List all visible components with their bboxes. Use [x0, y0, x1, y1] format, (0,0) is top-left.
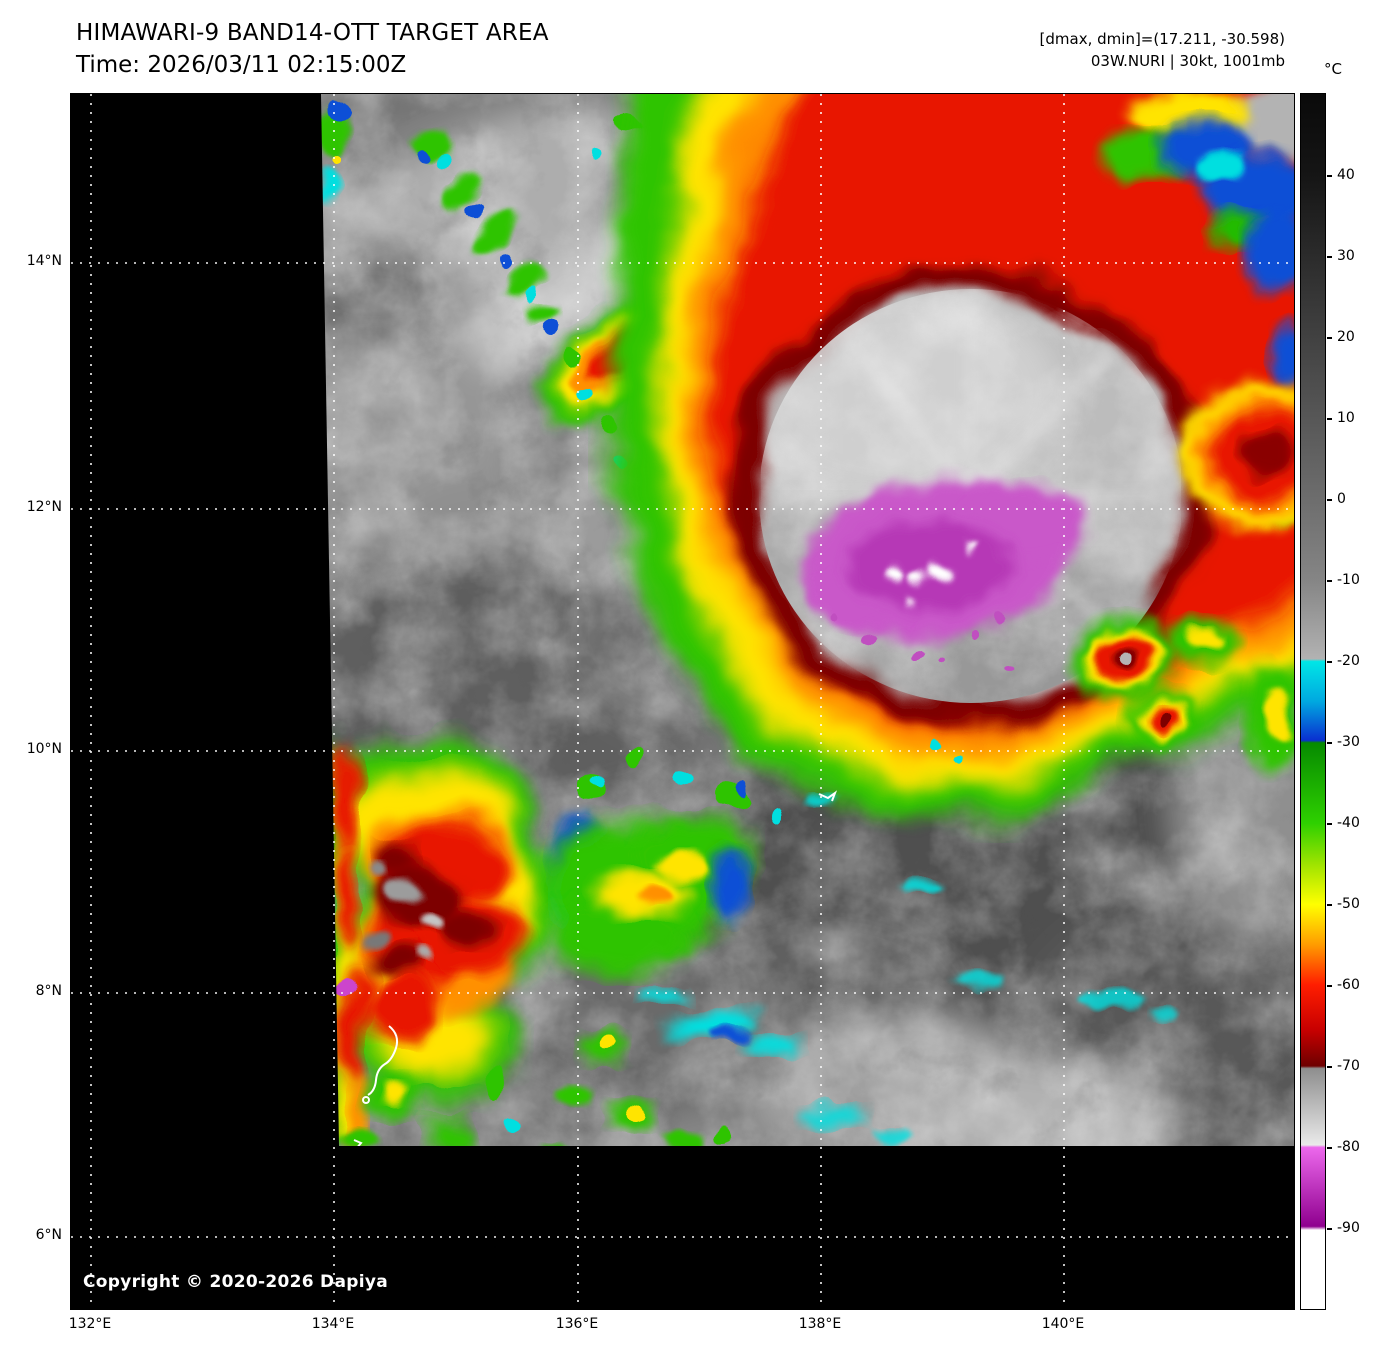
- x-tick-label-134e: 134°E: [311, 1316, 355, 1332]
- y-tick-label-14n: 14°N: [26, 253, 62, 269]
- tick-mark: [1327, 904, 1332, 907]
- sw-convection: [309, 730, 564, 1152]
- copyright-label: Copyright © 2020-2026 Dapiya: [83, 1272, 388, 1292]
- overshooting-tops: [801, 479, 1086, 673]
- tick-mark: [1327, 661, 1332, 664]
- x-tick-label-138e: 138°E: [798, 1316, 842, 1332]
- colorbar-tick-m50: -50: [1327, 896, 1360, 912]
- tick-mark: [1327, 580, 1332, 582]
- colorbar-tick-20: 20: [1327, 329, 1355, 345]
- colorbar-tick-40: 40: [1327, 167, 1355, 183]
- tick-mark: [1327, 741, 1332, 744]
- colorbar-tick-m40: -40: [1327, 815, 1360, 831]
- tick-mark: [1327, 418, 1332, 421]
- tick-mark: [1327, 1066, 1332, 1068]
- colorbar-tick-0: 0: [1327, 491, 1346, 507]
- x-tick-label-132e: 132°E: [68, 1316, 112, 1332]
- colorbar-tick-m10: -10: [1327, 572, 1360, 588]
- satellite-image: [71, 94, 1294, 1309]
- timestamp: Time: 2026/03/11 02:15:00Z: [76, 52, 407, 78]
- x-tick-label-140e: 140°E: [1041, 1316, 1085, 1332]
- colorbar-tick-m30: -30: [1327, 734, 1360, 750]
- tick-mark: [1327, 337, 1332, 339]
- x-tick-label-136e: 136°E: [555, 1316, 599, 1332]
- graticule: [71, 94, 1294, 1309]
- colorbar-tick-m20: -20: [1327, 653, 1360, 669]
- storm-info: 03W.NURI | 30kt, 1001mb: [1090, 52, 1285, 70]
- dmax-dmin-readout: [dmax, dmin]=(17.211, -30.598): [1039, 30, 1285, 48]
- colorbar: 40 30 20 10 0 -10 -20 -30 -40 -50 -60 -7…: [1300, 93, 1360, 1310]
- no-data-mask: [71, 94, 1294, 1309]
- tick-mark: [1327, 984, 1332, 987]
- colorbar-unit-label: °C: [1324, 60, 1342, 78]
- colorbar-tick-m90: -90: [1327, 1220, 1360, 1236]
- tick-mark: [1327, 823, 1332, 825]
- tick-mark: [1327, 255, 1332, 258]
- colorbar-gradient: [1301, 94, 1325, 1309]
- colorbar-tick-m80: -80: [1327, 1139, 1360, 1155]
- satellite-map: Copyright © 2020-2026 Dapiya: [70, 93, 1295, 1310]
- tick-mark: [1327, 1227, 1332, 1230]
- y-tick-label-12n: 12°N: [26, 499, 62, 515]
- tick-mark: [1327, 175, 1332, 178]
- page-title: HIMAWARI-9 BAND14-OTT TARGET AREA: [76, 20, 549, 46]
- tick-mark: [1327, 1147, 1332, 1150]
- east-convective-cells: [1073, 382, 1294, 771]
- y-tick-label-10n: 10°N: [26, 741, 62, 757]
- y-tick-label-6n: 6°N: [35, 1227, 62, 1243]
- colorbar-tick-30: 30: [1327, 248, 1355, 264]
- tick-mark: [1327, 498, 1332, 501]
- colorbar-tick-m70: -70: [1327, 1058, 1360, 1074]
- y-tick-label-8n: 8°N: [35, 983, 62, 999]
- colorbar-tick-m60: -60: [1327, 977, 1360, 993]
- colorbar-tick-10: 10: [1327, 410, 1355, 426]
